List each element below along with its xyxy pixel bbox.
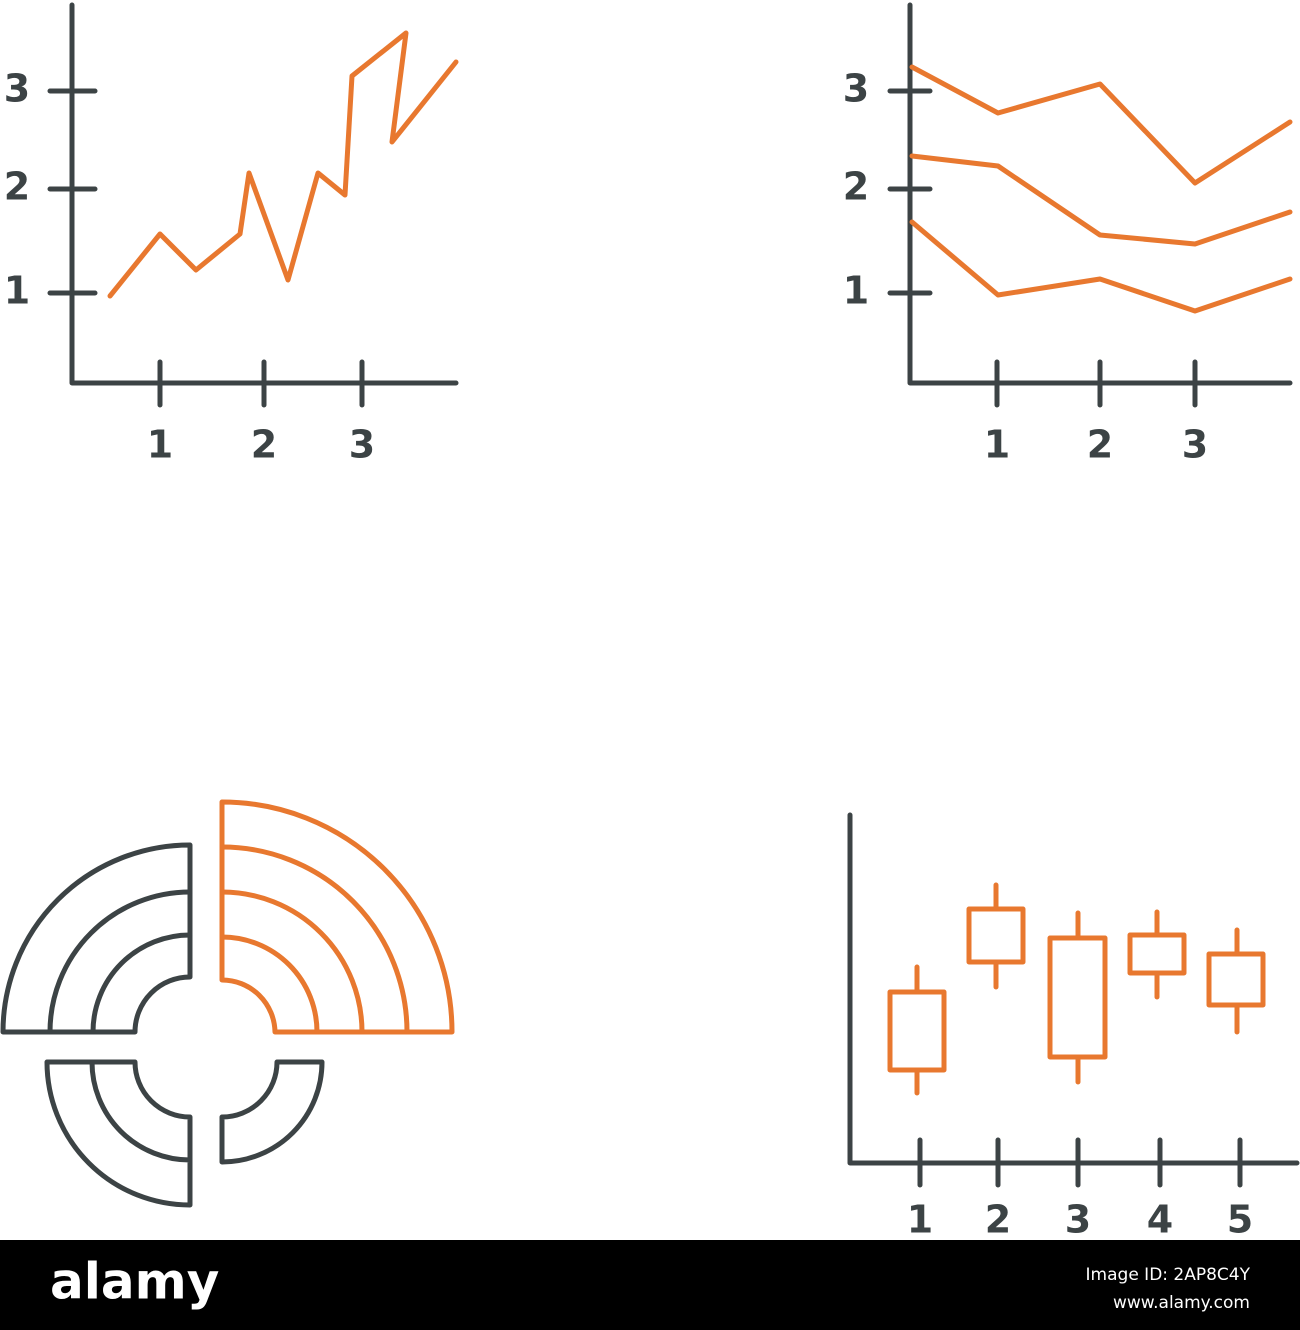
x-tick-label: 1 xyxy=(147,423,173,467)
x-tick-label: 3 xyxy=(349,423,375,467)
url: www.alamy.com xyxy=(1113,1293,1250,1313)
x-tick-label: 2 xyxy=(1087,423,1113,467)
candle xyxy=(966,906,1026,965)
ticks xyxy=(917,1137,1243,1188)
candle xyxy=(887,989,947,1073)
segment xyxy=(219,1059,325,1165)
axes xyxy=(69,2,459,386)
image-id: Image ID: 2AP8C4Y xyxy=(1086,1265,1251,1285)
ticks xyxy=(47,88,365,408)
line-chart-icon xyxy=(47,2,459,408)
x-tick-label: 5 xyxy=(1227,1198,1253,1242)
y-tick-label: 3 xyxy=(4,67,30,111)
x-tick-label: 1 xyxy=(984,423,1010,467)
wicks xyxy=(914,882,1240,1096)
brand: alamy xyxy=(50,1253,219,1311)
rings xyxy=(219,844,410,1035)
y-tick-label: 2 xyxy=(4,165,30,209)
multi-line-chart-icon xyxy=(887,2,1293,408)
segment xyxy=(44,1059,193,1208)
ticks xyxy=(887,88,1198,408)
footer-bar xyxy=(0,1240,1300,1330)
line xyxy=(909,219,1293,314)
candle xyxy=(1047,935,1108,1060)
x-tick-label: 2 xyxy=(985,1198,1011,1242)
y-tick-label: 3 xyxy=(843,67,869,111)
line xyxy=(909,153,1293,247)
x-tick-label: 1 xyxy=(907,1198,933,1242)
axes xyxy=(907,2,1293,386)
candle xyxy=(1206,951,1266,1008)
y-tick-label: 1 xyxy=(843,269,869,313)
line xyxy=(107,30,459,299)
labels: 1 2 3 1 2 3 1 2 3 1 2 3 1 2 3 4 5 xyxy=(4,67,1253,1242)
segment xyxy=(0,842,193,1035)
y-tick-label: 1 xyxy=(4,269,30,313)
line xyxy=(909,64,1293,186)
x-tick-label: 4 xyxy=(1147,1198,1173,1242)
candlestick-chart-icon xyxy=(847,812,1300,1188)
y-tick-label: 2 xyxy=(843,165,869,209)
axes xyxy=(847,812,1300,1166)
candle xyxy=(1127,932,1187,976)
segment xyxy=(219,799,455,1035)
x-tick-label: 2 xyxy=(251,423,277,467)
rings xyxy=(47,889,193,1035)
x-tick-label: 3 xyxy=(1065,1198,1091,1242)
x-tick-label: 3 xyxy=(1182,423,1208,467)
radial-chart-icon xyxy=(0,799,455,1208)
